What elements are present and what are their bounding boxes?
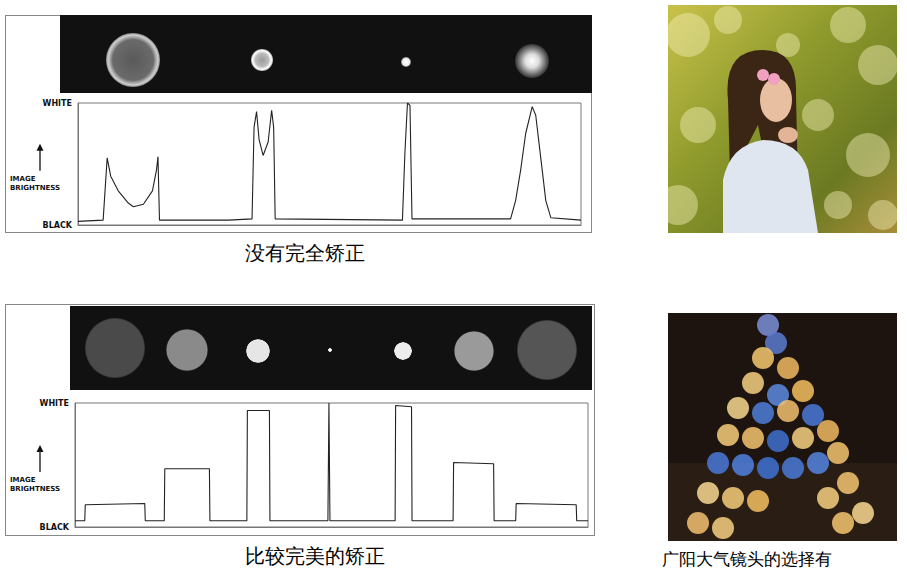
svg-text:IMAGE: IMAGE xyxy=(10,175,38,183)
svg-text:BLACK: BLACK xyxy=(40,523,70,532)
svg-text:WHITE: WHITE xyxy=(40,399,69,408)
svg-text:IMAGE: IMAGE xyxy=(10,476,38,484)
svg-text:BRIGHTNESS: BRIGHTNESS xyxy=(10,485,60,493)
html-text:比较完美的矫正: 比较完美的矫正 xyxy=(245,544,385,568)
svg-text:BLACK: BLACK xyxy=(43,221,73,230)
html-text:广阳大气镜头的选择有: 广阳大气镜头的选择有 xyxy=(662,549,832,569)
html-text:没有完全矫正: 没有完全矫正 xyxy=(245,241,365,265)
svg-text:WHITE: WHITE xyxy=(43,99,72,108)
svg-text:BRIGHTNESS: BRIGHTNESS xyxy=(10,184,60,192)
